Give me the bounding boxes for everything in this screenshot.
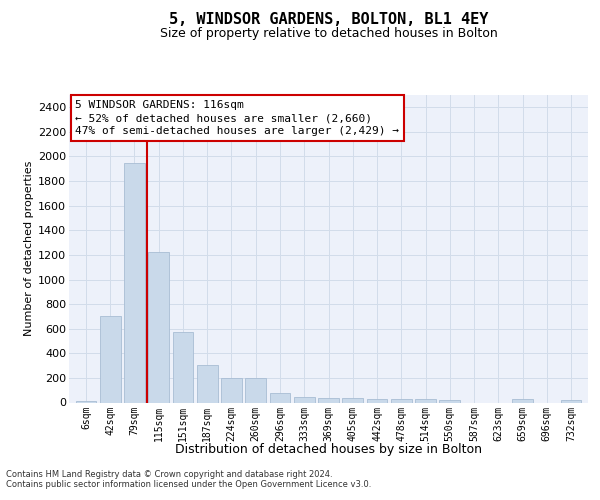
Bar	[173, 332, 193, 402]
Bar	[294, 397, 314, 402]
Bar	[367, 399, 388, 402]
Text: Size of property relative to detached houses in Bolton: Size of property relative to detached ho…	[160, 28, 497, 40]
Bar	[439, 400, 460, 402]
Bar	[245, 378, 266, 402]
Y-axis label: Number of detached properties: Number of detached properties	[24, 161, 34, 336]
Bar	[343, 398, 363, 402]
Bar	[269, 392, 290, 402]
Bar	[415, 400, 436, 402]
Text: 5, WINDSOR GARDENS, BOLTON, BL1 4EY: 5, WINDSOR GARDENS, BOLTON, BL1 4EY	[169, 12, 488, 28]
Bar	[512, 400, 533, 402]
Bar	[197, 365, 218, 403]
Bar	[318, 398, 339, 402]
Text: Contains HM Land Registry data © Crown copyright and database right 2024.: Contains HM Land Registry data © Crown c…	[6, 470, 332, 479]
Bar	[76, 400, 96, 402]
Bar	[391, 400, 412, 402]
Bar	[148, 252, 169, 402]
Bar	[124, 162, 145, 402]
Text: Distribution of detached houses by size in Bolton: Distribution of detached houses by size …	[175, 444, 482, 456]
Text: 5 WINDSOR GARDENS: 116sqm
← 52% of detached houses are smaller (2,660)
47% of se: 5 WINDSOR GARDENS: 116sqm ← 52% of detac…	[75, 100, 399, 136]
Text: Contains public sector information licensed under the Open Government Licence v3: Contains public sector information licen…	[6, 480, 371, 489]
Bar	[561, 400, 581, 402]
Bar	[221, 378, 242, 402]
Bar	[100, 316, 121, 402]
